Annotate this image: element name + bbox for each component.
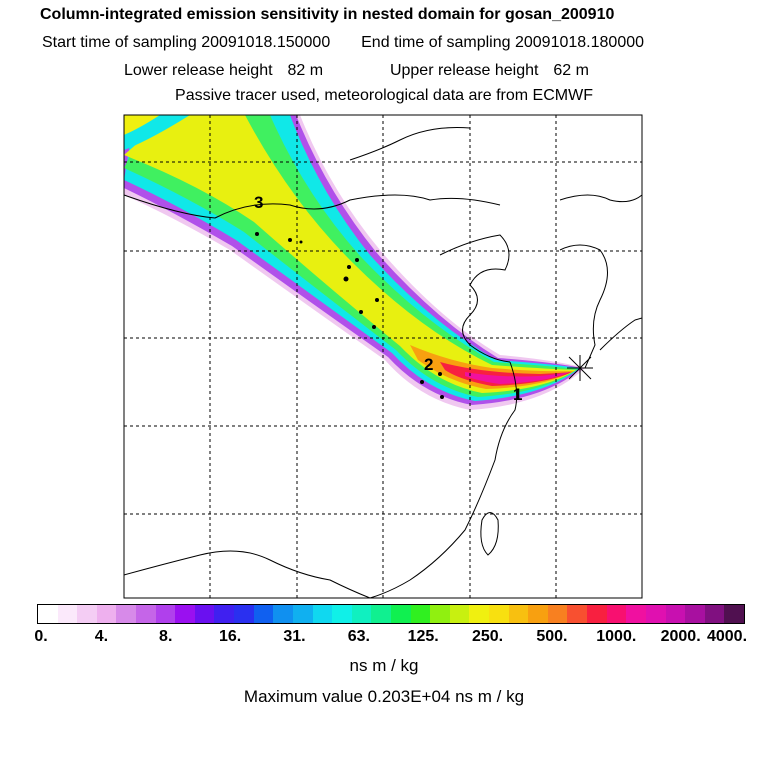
colorbar-swatch [685, 605, 705, 623]
colorbar-swatch [38, 605, 58, 623]
colorbar-swatch [547, 605, 568, 623]
colorbar-swatch [606, 605, 627, 623]
colorbar-swatch [469, 605, 490, 623]
colorbar-tick-label: 4. [94, 628, 109, 645]
colorbar-swatch [116, 605, 137, 623]
plume-band-magenta [465, 372, 570, 384]
colorbar-tick-label: 500. [536, 628, 568, 645]
dot [347, 265, 351, 269]
dot [420, 380, 424, 384]
colorbar-tick-label: 63. [347, 628, 370, 645]
colorbar-tick-label: 125. [407, 628, 439, 645]
dot [359, 310, 363, 314]
marker-3: 3 [254, 193, 263, 212]
colorbar-swatch [626, 605, 646, 623]
colorbar [37, 604, 745, 624]
colorbar-swatch [587, 605, 607, 623]
marker-2: 2 [424, 355, 433, 374]
dot [438, 372, 442, 376]
upper-value: 62 m [553, 62, 589, 79]
colorbar-swatch [194, 605, 215, 623]
coastline-russia [559, 194, 642, 203]
colorbar-swatch [410, 605, 431, 623]
coastline-north [349, 127, 471, 161]
colorbar-swatch [508, 605, 529, 623]
trajectory-markers: 1 2 3 [254, 193, 522, 404]
colorbar-swatch [273, 605, 293, 623]
colorbar-swatch [155, 605, 176, 623]
dot [355, 258, 359, 262]
colorbar-tick-label: 31. [283, 628, 306, 645]
trajectory-dots [255, 232, 444, 399]
plume-band-yellow [124, 115, 576, 393]
colorbar-tick-label: 4000. [706, 628, 748, 645]
colorbar-swatch [371, 605, 391, 623]
start-value: 20091018.150000 [201, 34, 331, 51]
colorbar-swatch [332, 605, 352, 623]
dot [255, 232, 259, 236]
gosan-site-marker [567, 355, 593, 381]
max-value-label: Maximum value 0.203E+04 ns m / kg [243, 687, 525, 706]
dot [343, 276, 349, 282]
plume-layer [124, 115, 585, 410]
colorbar-swatch [77, 605, 97, 623]
map-panel: 1 2 3 [123, 114, 643, 599]
end-value: 20091018.180000 [514, 34, 645, 51]
colorbar-tick-label: 16. [218, 628, 242, 645]
coastline-east-china [369, 361, 518, 598]
colorbar-swatch [253, 605, 274, 623]
colorbar-swatch [96, 605, 117, 623]
dot [440, 395, 444, 399]
end-label: End time of sampling [361, 34, 511, 51]
colorbar-swatch [390, 605, 411, 623]
coastline-japan [599, 317, 642, 351]
colorbar-tick-label: 8. [159, 628, 173, 645]
map-frame [123, 114, 643, 599]
colorbar-swatch [528, 605, 548, 623]
chart-title: Column-integrated emission sensitivity i… [40, 6, 615, 23]
coastline-korea [559, 244, 608, 369]
coastline-taiwan [480, 512, 499, 556]
colorbar-tick-label: 2000. [660, 628, 701, 645]
colorbar-swatch [175, 605, 195, 623]
dot [372, 325, 376, 329]
colorbar-swatch [724, 605, 744, 623]
colorbar-swatch [292, 605, 313, 623]
colorbar-swatch [645, 605, 666, 623]
colorbar-swatch [136, 605, 156, 623]
marker-1: 1 [513, 385, 522, 404]
colorbar-unit: ns m / kg [349, 656, 419, 675]
colorbar-swatch [57, 605, 78, 623]
gridlines [124, 115, 642, 598]
colorbar-tick-label: 250. [471, 628, 504, 645]
colorbar-swatch [351, 605, 372, 623]
colorbar-swatch [449, 605, 470, 623]
border-mongolia [124, 194, 501, 219]
lower-value: 82 m [287, 62, 324, 79]
lower-label: Lower release height [124, 62, 273, 79]
colorbar-swatch [665, 605, 686, 623]
colorbar-swatch [214, 605, 235, 623]
sampling-times: Start time of sampling 20091018.150000 E… [42, 34, 644, 52]
colorbar-ticks: 0. 4. 8. 16. 31. 63. 125. 250. 500. 1000. 2000. 400… [0, 628, 768, 652]
colorbar-tick-label: 0. [34, 628, 48, 645]
subtitle: Passive tracer used, meteorological data… [175, 87, 593, 104]
dot [288, 238, 292, 242]
colorbar-swatch [430, 605, 450, 623]
dot [299, 240, 303, 244]
colorbar-swatch [567, 605, 588, 623]
colorbar-swatch [489, 605, 509, 623]
plume-upper-yellow-lobe [124, 115, 160, 135]
release-heights: Lower release height 82 m Upper release … [124, 62, 589, 80]
colorbar-tick-label: 1000. [596, 628, 637, 645]
colorbar-swatch [234, 605, 254, 623]
colorbar-swatch [312, 605, 333, 623]
border-southwest [124, 550, 371, 598]
colorbar-swatch [704, 605, 725, 623]
dot [375, 298, 379, 302]
start-label: Start time of sampling [42, 34, 197, 51]
upper-label: Upper release height [389, 62, 539, 79]
